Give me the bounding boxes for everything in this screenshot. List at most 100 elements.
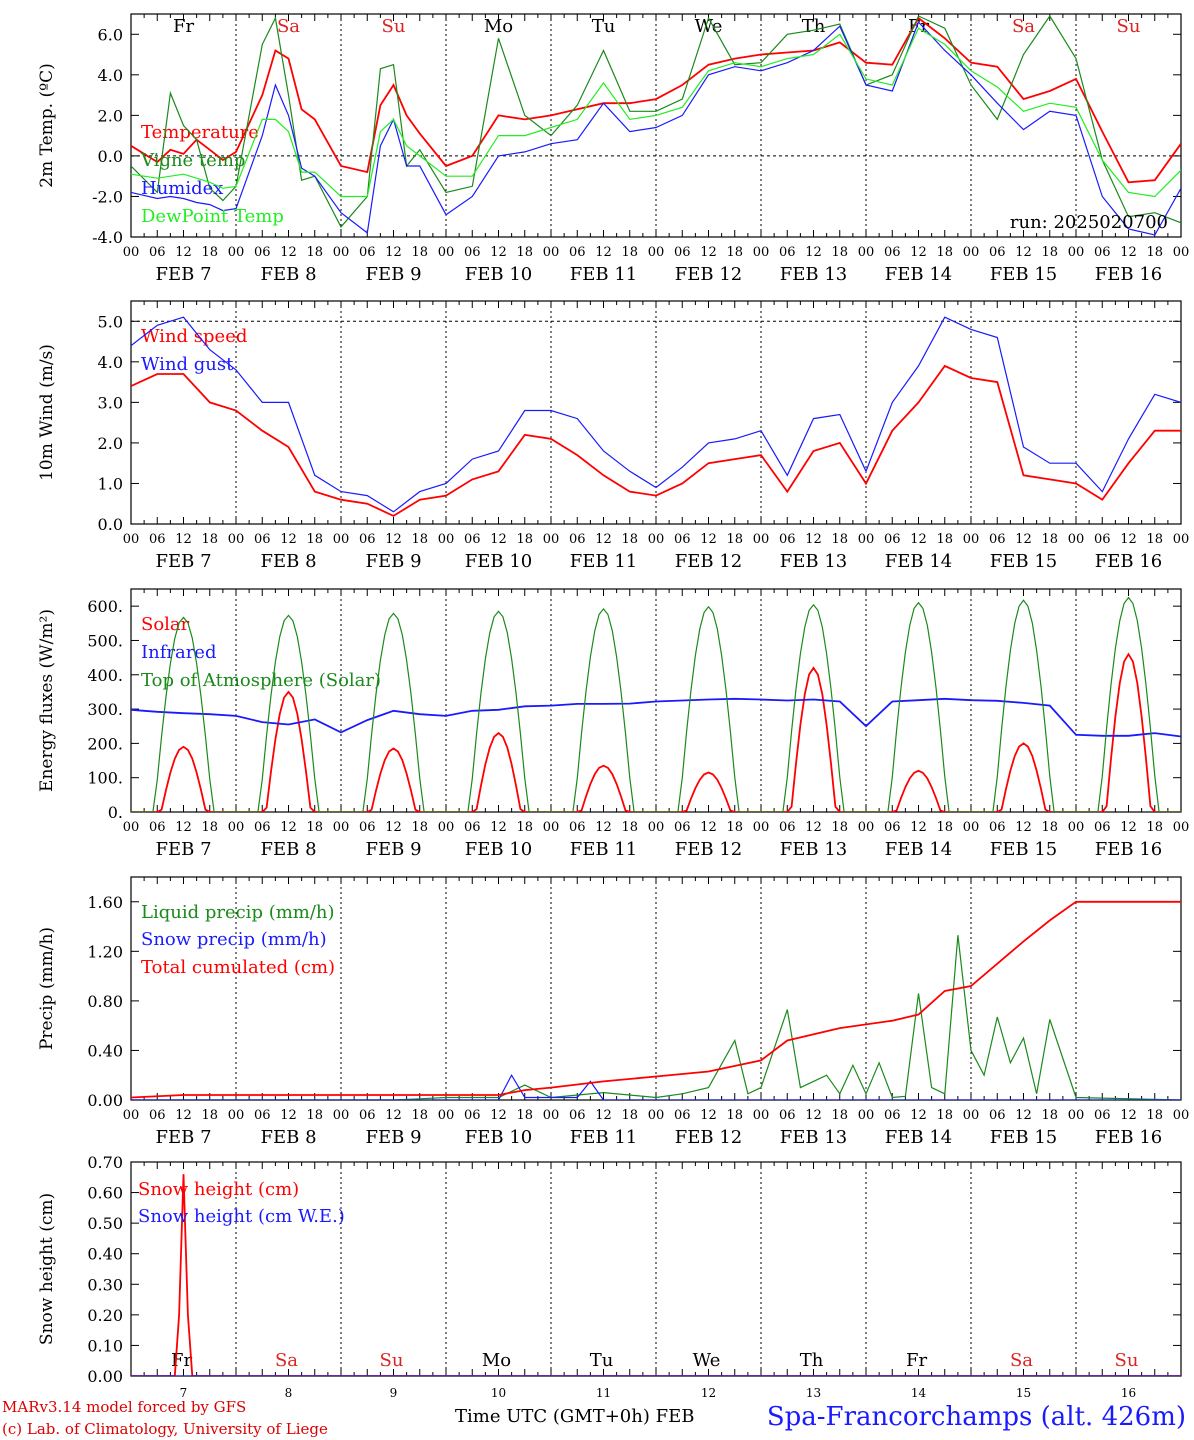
- hour-tick-label: 06: [674, 1108, 691, 1123]
- day-number-label: 15: [1016, 1386, 1031, 1400]
- y-tick-label: 6.0: [98, 25, 123, 44]
- hour-tick-label: 18: [936, 1108, 953, 1123]
- hour-tick-label: 18: [936, 532, 953, 547]
- hour-tick-label: 18: [621, 245, 638, 260]
- hour-tick-label: 06: [674, 820, 691, 835]
- hour-tick-label: 12: [700, 1108, 717, 1123]
- hour-tick-label: 00: [1068, 820, 1085, 835]
- legend-entry: DewPoint Temp: [141, 206, 284, 227]
- legend-entry: Snow height (cm): [138, 1179, 299, 1200]
- hour-tick-label: 00: [438, 820, 455, 835]
- date-label: FEB 14: [885, 264, 952, 285]
- date-label: FEB 11: [570, 839, 637, 860]
- y-tick-label: 0.80: [87, 992, 123, 1011]
- day-number-label: 10: [491, 1386, 506, 1400]
- hour-tick-label: 06: [254, 245, 271, 260]
- model-credit: MARv3.14 model forced by GFS: [2, 1398, 247, 1416]
- date-label: FEB 14: [885, 1127, 952, 1148]
- hour-tick-label: 06: [1094, 532, 1111, 547]
- date-label: FEB 7: [155, 264, 211, 285]
- hour-tick-label: 12: [910, 1108, 927, 1123]
- day-number-label: 14: [911, 1386, 927, 1400]
- panel-1: -4.0 -2.0 0.0 2.0 4.0 6.0 2m Temp. (ºC) 00 06 12 1…: [37, 13, 1190, 285]
- hour-tick-label: 12: [1120, 1108, 1137, 1123]
- legend-entry: Temperature: [141, 122, 259, 143]
- hour-tick-label: 06: [884, 1108, 901, 1123]
- hour-tick-label: 06: [464, 1108, 481, 1123]
- hour-tick-label: 18: [1146, 245, 1163, 260]
- date-label: FEB 15: [990, 551, 1057, 572]
- hour-tick-label: 00: [438, 245, 455, 260]
- date-label: FEB 7: [155, 551, 211, 572]
- hour-tick-label: 18: [306, 532, 323, 547]
- date-label: FEB 8: [260, 264, 316, 285]
- hour-tick-label: 12: [1120, 532, 1137, 547]
- hour-tick-label: 06: [884, 820, 901, 835]
- station-title: Spa-Francorchamps (alt. 426m): [766, 1402, 1186, 1432]
- y-tick-label: 500.: [87, 631, 123, 650]
- hour-tick-label: 18: [621, 1108, 638, 1123]
- hour-tick-label: 18: [306, 1108, 323, 1123]
- hour-tick-label: 00: [963, 820, 980, 835]
- day-name-label: Sa: [275, 1350, 298, 1371]
- hour-tick-label: 18: [1041, 532, 1058, 547]
- y-tick-label: 2.0: [98, 434, 123, 453]
- y-tick-label: 1.60: [87, 893, 123, 912]
- hour-tick-label: 12: [1120, 245, 1137, 260]
- day-name-label: Fr: [171, 1350, 192, 1371]
- y-tick-label: 4.0: [98, 353, 123, 372]
- hour-tick-label: 06: [989, 1108, 1006, 1123]
- date-label: FEB 16: [1095, 839, 1162, 860]
- day-number-label: 9: [390, 1386, 398, 1400]
- hour-tick-label: 00: [543, 1108, 560, 1123]
- hour-tick-label: 06: [359, 245, 376, 260]
- day-name-label: Mo: [484, 16, 513, 37]
- hour-tick-label: 06: [464, 245, 481, 260]
- hour-tick-label: 12: [175, 245, 192, 260]
- hour-tick-label: 06: [674, 245, 691, 260]
- y-tick-label: 100.: [87, 769, 123, 788]
- hour-tick-label: 06: [989, 245, 1006, 260]
- series-line-wind-speed: [131, 364, 1181, 517]
- hour-tick-label: 12: [490, 1108, 507, 1123]
- hour-tick-label: 06: [779, 1108, 796, 1123]
- hour-tick-label: 00: [963, 532, 980, 547]
- y-tick-label: 0.30: [87, 1275, 123, 1294]
- hour-tick-label: 00: [648, 245, 665, 260]
- hour-tick-label: 18: [201, 820, 218, 835]
- hour-tick-label: 00: [1173, 245, 1190, 260]
- date-label: FEB 10: [465, 551, 532, 572]
- hour-tick-label: 00: [753, 245, 770, 260]
- day-name-label: Sa: [277, 16, 300, 37]
- hour-tick-label: 12: [280, 532, 297, 547]
- hour-tick-label: 12: [385, 1108, 402, 1123]
- hour-tick-label: 12: [910, 245, 927, 260]
- panel-5: 0.00 0.10 0.20 0.30 0.40 0.50 0.60 0.70 Snow hei…: [37, 1153, 1182, 1400]
- hour-tick-label: 06: [359, 820, 376, 835]
- hour-tick-label: 00: [1173, 532, 1190, 547]
- legend-entry: Snow height (cm W.E.): [138, 1206, 345, 1227]
- hour-tick-label: 06: [989, 532, 1006, 547]
- hour-tick-label: 00: [333, 245, 350, 260]
- hour-tick-label: 00: [123, 1108, 140, 1123]
- lab-credit: (c) Lab. of Climatology, University of L…: [2, 1420, 328, 1438]
- date-label: FEB 9: [365, 1127, 421, 1148]
- hour-tick-label: 06: [884, 245, 901, 260]
- hour-tick-label: 18: [516, 1108, 533, 1123]
- hour-tick-label: 06: [359, 1108, 376, 1123]
- hour-tick-label: 12: [805, 532, 822, 547]
- hour-tick-label: 12: [490, 245, 507, 260]
- hour-tick-label: 12: [175, 1108, 192, 1123]
- series-line-total-cumulated-cm-: [131, 900, 1181, 1099]
- y-tick-label: 5.0: [98, 312, 123, 331]
- hour-tick-label: 00: [333, 532, 350, 547]
- date-label: FEB 16: [1095, 264, 1162, 285]
- hour-tick-label: 00: [333, 1108, 350, 1123]
- date-label: FEB 10: [465, 264, 532, 285]
- day-name-label: Sa: [1012, 16, 1035, 37]
- date-label: FEB 14: [885, 839, 952, 860]
- hour-tick-label: 00: [753, 820, 770, 835]
- legend-entry: Wind gust: [141, 354, 234, 375]
- hour-tick-label: 06: [254, 1108, 271, 1123]
- y-axis-label: Snow height (cm): [37, 1193, 57, 1345]
